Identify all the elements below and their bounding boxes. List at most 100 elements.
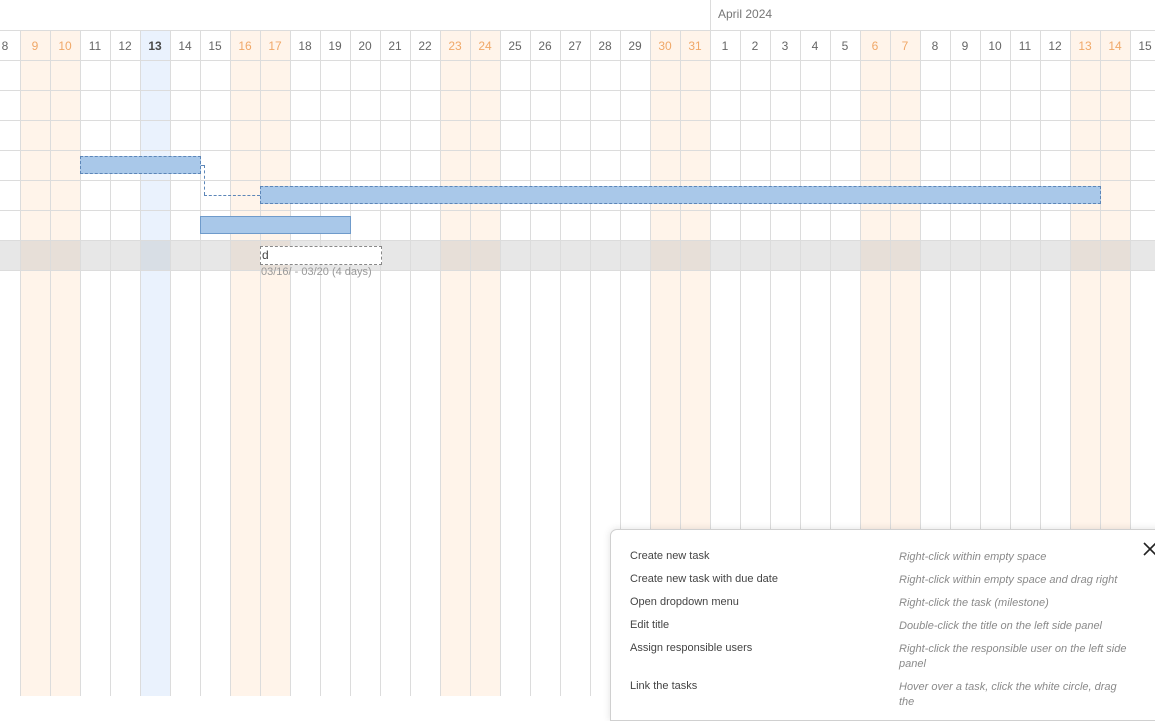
help-action: Edit title: [630, 619, 670, 631]
help-action: Create new task with due date: [630, 573, 778, 585]
day-label: 9: [961, 39, 969, 53]
day-label: 2: [751, 39, 759, 53]
dependency-connector: [204, 165, 205, 195]
task-title-input[interactable]: d: [260, 246, 382, 265]
row-line: [0, 120, 1155, 121]
day-label: 13: [148, 39, 162, 53]
day-label: 10: [988, 39, 1002, 53]
dependency-connector: [201, 165, 204, 166]
day-label: 18: [298, 39, 312, 53]
day-label: 30: [658, 39, 672, 53]
day-label: 31: [688, 39, 702, 53]
day-label: 17: [268, 39, 282, 53]
day-label: 12: [1048, 39, 1062, 53]
column-line: [290, 31, 291, 696]
column-line: [590, 31, 591, 696]
day-label: 19: [328, 39, 342, 53]
column-line: [530, 31, 531, 696]
column-line: [740, 31, 741, 696]
day-label: 5: [841, 39, 849, 53]
dependency-connector: [204, 195, 260, 196]
day-label: 6: [871, 39, 879, 53]
column-line: [1010, 31, 1011, 696]
help-action: Create new task: [630, 550, 710, 562]
day-label: 7: [901, 39, 909, 53]
weekend-column: [260, 31, 290, 696]
column-line: [170, 31, 171, 696]
task-bar-1[interactable]: [80, 156, 201, 174]
help-hint: Right-click within empty space and drag …: [899, 574, 1118, 586]
column-line: [350, 31, 351, 696]
column-line: [1130, 31, 1131, 696]
day-label: 21: [388, 39, 402, 53]
help-action: Open dropdown menu: [630, 596, 739, 608]
row-line: [0, 240, 1155, 241]
help-hint: Right-click the responsible user on the …: [899, 643, 1127, 670]
help-hint: Double-click the title on the left side …: [899, 620, 1103, 632]
day-label: 8: [931, 39, 939, 53]
weekend-column: [470, 31, 500, 696]
column-line: [560, 31, 561, 696]
close-icon[interactable]: [1141, 540, 1155, 558]
help-hint: Hover over a task, click the white circl…: [899, 681, 1117, 708]
day-label: 23: [448, 39, 462, 53]
column-line: [500, 31, 501, 696]
column-line: [860, 31, 861, 696]
day-label: 27: [568, 39, 582, 53]
column-line: [950, 31, 951, 696]
column-line: [440, 31, 441, 696]
day-label: 16: [238, 39, 252, 53]
column-line: [830, 31, 831, 696]
column-line: [260, 31, 261, 696]
column-line: [620, 31, 621, 696]
help-hint: Right-click the task (milestone): [899, 597, 1049, 609]
day-label: 12: [118, 39, 132, 53]
row-line: [0, 270, 1155, 271]
column-line: [1100, 31, 1101, 696]
day-label: 4: [811, 39, 819, 53]
day-label: 14: [1108, 39, 1122, 53]
task-bar-3[interactable]: [200, 216, 351, 234]
row-line: [0, 90, 1155, 91]
column-line: [1040, 31, 1041, 696]
day-label: 15: [1138, 39, 1152, 53]
column-line: [650, 31, 651, 696]
column-line: [470, 31, 471, 696]
day-label: 29: [628, 39, 642, 53]
row-line: [0, 210, 1155, 211]
column-line: [20, 31, 21, 696]
row-line: [0, 60, 1155, 61]
help-panel: Create new task Right-click within empty …: [610, 529, 1155, 721]
column-line: [980, 31, 981, 696]
day-label: 22: [418, 39, 432, 53]
day-label: 25: [508, 39, 522, 53]
day-label: 20: [358, 39, 372, 53]
column-line: [200, 31, 201, 696]
task-date-range: 03/16/ - 03/20 (4 days): [261, 266, 372, 278]
day-label: 10: [58, 39, 72, 53]
weekend-column: [230, 31, 260, 696]
column-line: [890, 31, 891, 696]
row-line: [0, 180, 1155, 181]
month-label: April 2024: [718, 7, 773, 21]
column-line: [50, 31, 51, 696]
help-action: Assign responsible users: [630, 642, 753, 654]
weekend-column: [20, 31, 50, 696]
column-line: [110, 31, 111, 696]
day-label: 3: [781, 39, 789, 53]
day-label: 8: [1, 39, 9, 53]
column-line: [1070, 31, 1071, 696]
help-action: Link the tasks: [630, 680, 698, 692]
column-line: [680, 31, 681, 696]
column-line: [80, 31, 81, 696]
day-label: 14: [178, 39, 192, 53]
column-line: [230, 31, 231, 696]
today-column: [140, 31, 170, 696]
day-label: 11: [88, 39, 102, 53]
day-label: 9: [31, 39, 39, 53]
selected-row[interactable]: [0, 240, 1155, 271]
day-label: 24: [478, 39, 492, 53]
weekend-column: [50, 31, 80, 696]
task-bar-2[interactable]: [260, 186, 1101, 204]
column-line: [920, 31, 921, 696]
